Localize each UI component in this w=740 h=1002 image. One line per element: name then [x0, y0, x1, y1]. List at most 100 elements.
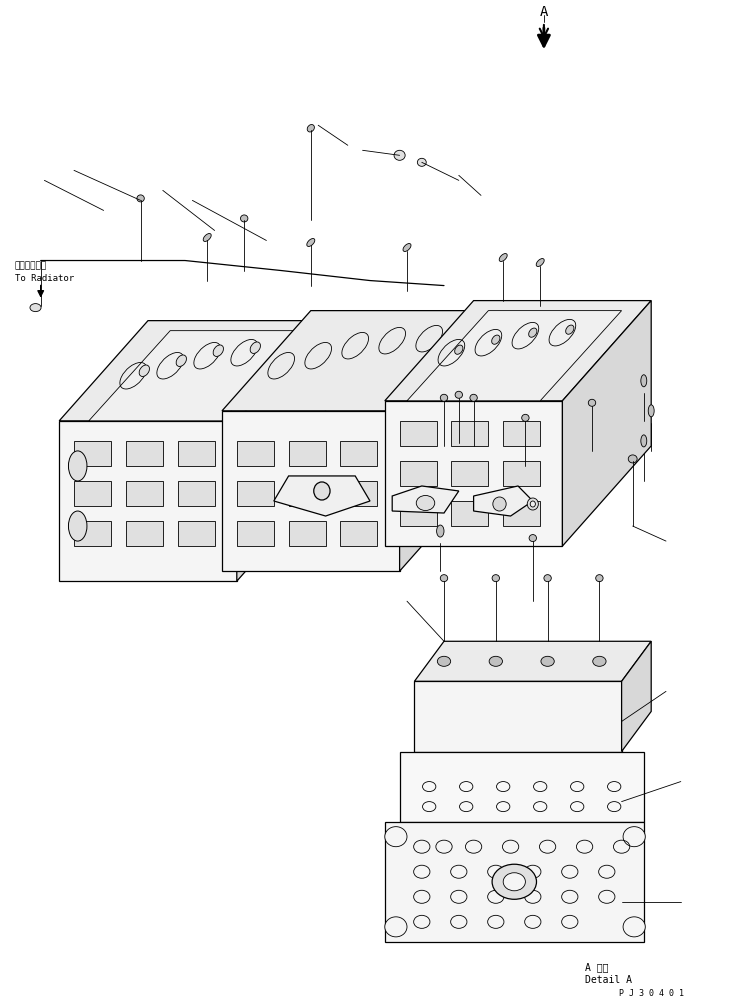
Bar	[400, 501, 437, 526]
Polygon shape	[400, 311, 488, 571]
Bar	[237, 481, 274, 506]
Ellipse shape	[307, 238, 314, 246]
Ellipse shape	[385, 917, 407, 937]
Ellipse shape	[565, 325, 574, 335]
Ellipse shape	[500, 254, 507, 262]
Ellipse shape	[385, 827, 407, 847]
Bar	[340, 521, 377, 546]
Ellipse shape	[528, 328, 537, 338]
Bar	[289, 521, 326, 546]
Ellipse shape	[176, 355, 186, 367]
Bar	[178, 481, 215, 506]
Bar	[503, 421, 540, 446]
Polygon shape	[274, 476, 370, 516]
Polygon shape	[222, 311, 488, 411]
Ellipse shape	[417, 158, 426, 166]
Bar	[237, 521, 274, 546]
Bar	[126, 521, 163, 546]
Ellipse shape	[491, 335, 500, 345]
Bar	[451, 421, 488, 446]
Text: Detail A: Detail A	[585, 975, 632, 985]
Text: To Radiator: To Radiator	[15, 275, 74, 283]
Ellipse shape	[240, 215, 248, 221]
Ellipse shape	[641, 375, 647, 387]
Text: A 詳細: A 詳細	[585, 962, 608, 972]
Ellipse shape	[588, 399, 596, 406]
Ellipse shape	[623, 827, 645, 847]
Ellipse shape	[403, 243, 411, 252]
Bar	[451, 501, 488, 526]
Ellipse shape	[489, 656, 502, 666]
Polygon shape	[414, 641, 651, 681]
Ellipse shape	[593, 656, 606, 666]
Ellipse shape	[454, 345, 463, 355]
Ellipse shape	[416, 496, 434, 511]
Ellipse shape	[544, 575, 551, 581]
Ellipse shape	[455, 391, 462, 398]
Text: P J 3 0 4 0 1: P J 3 0 4 0 1	[619, 990, 684, 998]
Bar	[340, 481, 377, 506]
Ellipse shape	[536, 259, 544, 267]
Ellipse shape	[470, 394, 477, 401]
Ellipse shape	[437, 525, 444, 537]
Bar	[126, 441, 163, 466]
Bar	[74, 521, 111, 546]
Ellipse shape	[522, 415, 529, 421]
Bar	[340, 441, 377, 466]
Text: ラジエータへ: ラジエータへ	[15, 262, 47, 270]
Ellipse shape	[204, 233, 211, 241]
Bar	[289, 481, 326, 506]
Ellipse shape	[623, 917, 645, 937]
Polygon shape	[385, 301, 651, 401]
Bar	[503, 461, 540, 486]
Text: A: A	[539, 5, 548, 19]
Bar	[451, 461, 488, 486]
Polygon shape	[59, 421, 237, 581]
Bar	[400, 461, 437, 486]
Ellipse shape	[628, 455, 637, 463]
Bar	[289, 441, 326, 466]
Ellipse shape	[250, 342, 260, 354]
Ellipse shape	[213, 345, 223, 357]
Polygon shape	[407, 311, 622, 401]
Polygon shape	[385, 822, 644, 942]
Polygon shape	[59, 321, 326, 421]
Bar	[503, 501, 540, 526]
Ellipse shape	[137, 195, 144, 202]
Ellipse shape	[527, 498, 538, 510]
Bar	[74, 481, 111, 506]
Ellipse shape	[307, 124, 314, 132]
Bar	[178, 521, 215, 546]
Polygon shape	[474, 486, 533, 516]
Polygon shape	[237, 321, 326, 581]
Ellipse shape	[493, 497, 506, 511]
Ellipse shape	[503, 873, 525, 891]
Ellipse shape	[541, 656, 554, 666]
Polygon shape	[222, 411, 400, 571]
Bar	[400, 421, 437, 446]
Bar	[74, 441, 111, 466]
Polygon shape	[89, 331, 303, 421]
Bar	[126, 481, 163, 506]
Polygon shape	[392, 486, 459, 513]
Bar	[178, 441, 215, 466]
Bar	[237, 441, 274, 466]
Polygon shape	[414, 681, 622, 752]
Ellipse shape	[596, 575, 603, 581]
Ellipse shape	[530, 501, 536, 507]
Polygon shape	[385, 401, 562, 546]
Ellipse shape	[69, 511, 87, 541]
Ellipse shape	[440, 575, 448, 581]
Polygon shape	[400, 752, 644, 822]
Ellipse shape	[529, 535, 536, 541]
Ellipse shape	[314, 482, 330, 500]
Ellipse shape	[139, 365, 149, 377]
Ellipse shape	[492, 575, 500, 581]
Ellipse shape	[440, 394, 448, 401]
Ellipse shape	[437, 656, 451, 666]
Ellipse shape	[30, 304, 41, 312]
Ellipse shape	[641, 435, 647, 447]
Ellipse shape	[69, 451, 87, 481]
Ellipse shape	[648, 405, 654, 417]
Ellipse shape	[394, 150, 406, 160]
